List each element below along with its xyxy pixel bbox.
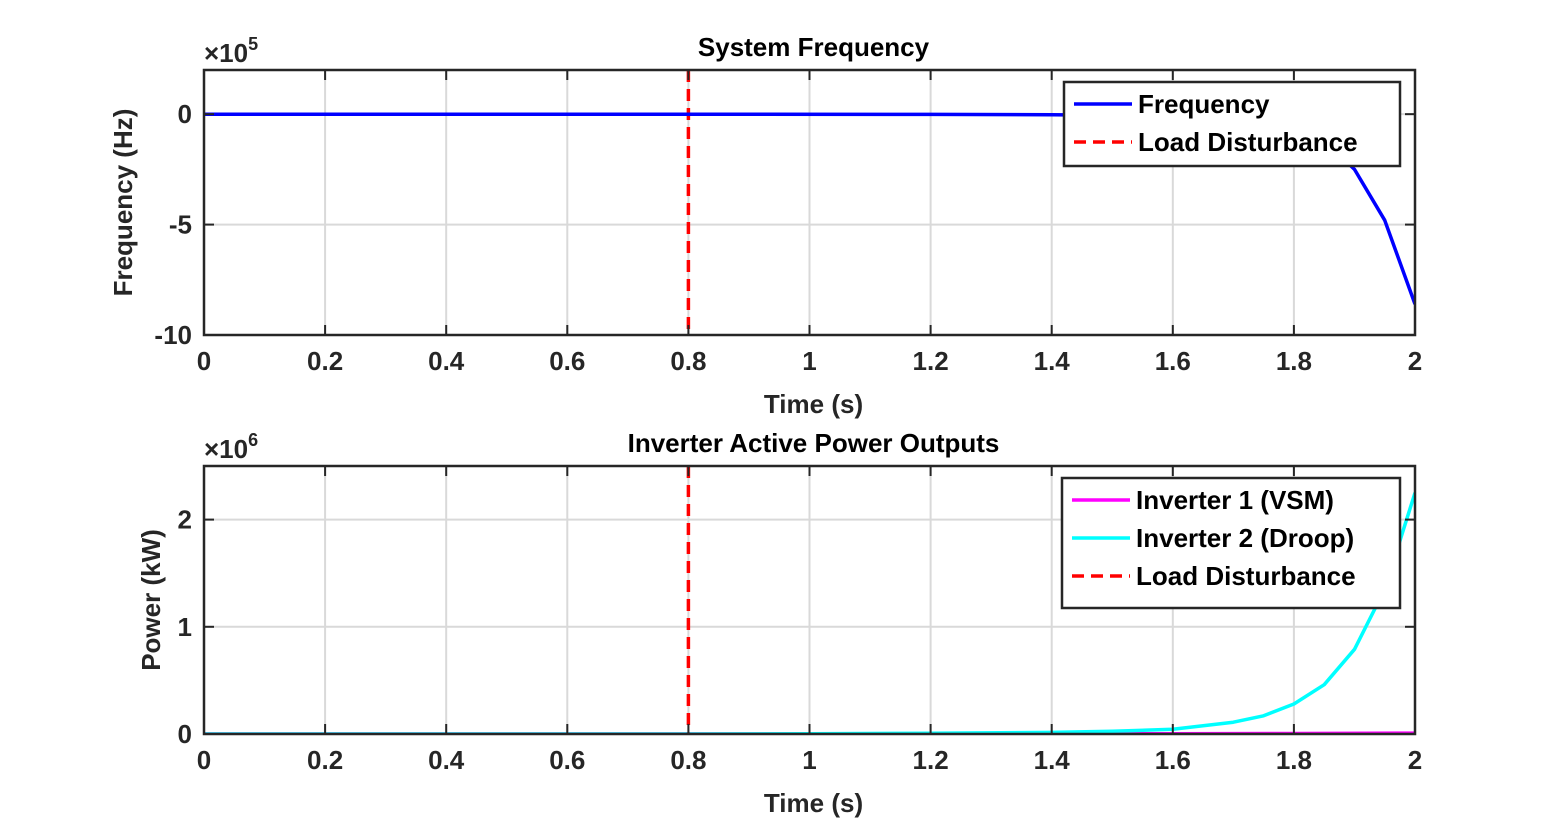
y-multiplier-exponent: 5 bbox=[248, 34, 258, 54]
legend-label: Load Disturbance bbox=[1136, 561, 1356, 591]
y-tick-label: 1 bbox=[178, 612, 192, 642]
legend-label: Load Disturbance bbox=[1138, 127, 1358, 157]
x-tick-label: 1.2 bbox=[913, 346, 949, 376]
y-multiplier: ×105 bbox=[204, 34, 258, 68]
x-tick-label: 0.8 bbox=[670, 346, 706, 376]
x-axis-label: Time (s) bbox=[764, 788, 863, 818]
legend-box bbox=[1062, 80, 1402, 168]
x-tick-label: 1.2 bbox=[913, 745, 949, 775]
y-tick-label: -10 bbox=[154, 320, 192, 350]
y-multiplier-exponent: 6 bbox=[248, 430, 258, 450]
legend: Frequency Load Disturbance bbox=[1062, 80, 1402, 168]
legend-label: Inverter 2 (Droop) bbox=[1136, 523, 1354, 553]
y-axis-label: Frequency (Hz) bbox=[108, 109, 138, 297]
subplot-1: 0 0.2 0.4 0.6 0.8 1 1.2 1.4 1.6 1.8 2 -10 -5 0 ×105 Sys… bbox=[108, 32, 1422, 419]
x-tick-label: 0.2 bbox=[307, 346, 343, 376]
x-tick-label: 0.6 bbox=[549, 745, 585, 775]
x-tick-label: 0 bbox=[197, 745, 211, 775]
chart-title: System Frequency bbox=[698, 32, 930, 62]
y-multiplier: ×106 bbox=[204, 430, 258, 464]
x-tick-label: 2 bbox=[1408, 346, 1422, 376]
y-tick-label: 0 bbox=[178, 719, 192, 749]
x-tick-label: 0.6 bbox=[549, 346, 585, 376]
x-axis-label: Time (s) bbox=[764, 389, 863, 419]
x-tick-label: 1.4 bbox=[1034, 346, 1071, 376]
x-tick-label: 2 bbox=[1408, 745, 1422, 775]
x-tick-label: 0.2 bbox=[307, 745, 343, 775]
chart-title: Inverter Active Power Outputs bbox=[628, 428, 1000, 458]
x-tick-label: 0.4 bbox=[428, 745, 465, 775]
x-tick-label: 0.8 bbox=[670, 745, 706, 775]
legend-label: Inverter 1 (VSM) bbox=[1136, 485, 1334, 515]
x-tick-label: 1.4 bbox=[1034, 745, 1071, 775]
x-tick-label: 1.6 bbox=[1155, 346, 1191, 376]
legend-label: Frequency bbox=[1138, 89, 1270, 119]
subplot-2: 0 0.2 0.4 0.6 0.8 1 1.2 1.4 1.6 1.8 2 0 1 2 ×106 Invert… bbox=[136, 428, 1422, 818]
y-axis-label: Power (kW) bbox=[136, 529, 166, 671]
y-tick-label: -5 bbox=[169, 210, 192, 240]
x-tick-label: 1.6 bbox=[1155, 745, 1191, 775]
x-tick-label: 1 bbox=[802, 745, 816, 775]
y-tick-label: 0 bbox=[178, 99, 192, 129]
x-tick-label: 0 bbox=[197, 346, 211, 376]
x-tick-label: 1.8 bbox=[1276, 346, 1312, 376]
y-tick-label: 2 bbox=[178, 505, 192, 535]
x-tick-label: 1.8 bbox=[1276, 745, 1312, 775]
x-tick-label: 1 bbox=[802, 346, 816, 376]
legend: Inverter 1 (VSM) Inverter 2 (Droop) Load D… bbox=[1060, 476, 1402, 610]
x-tick-label: 0.4 bbox=[428, 346, 465, 376]
